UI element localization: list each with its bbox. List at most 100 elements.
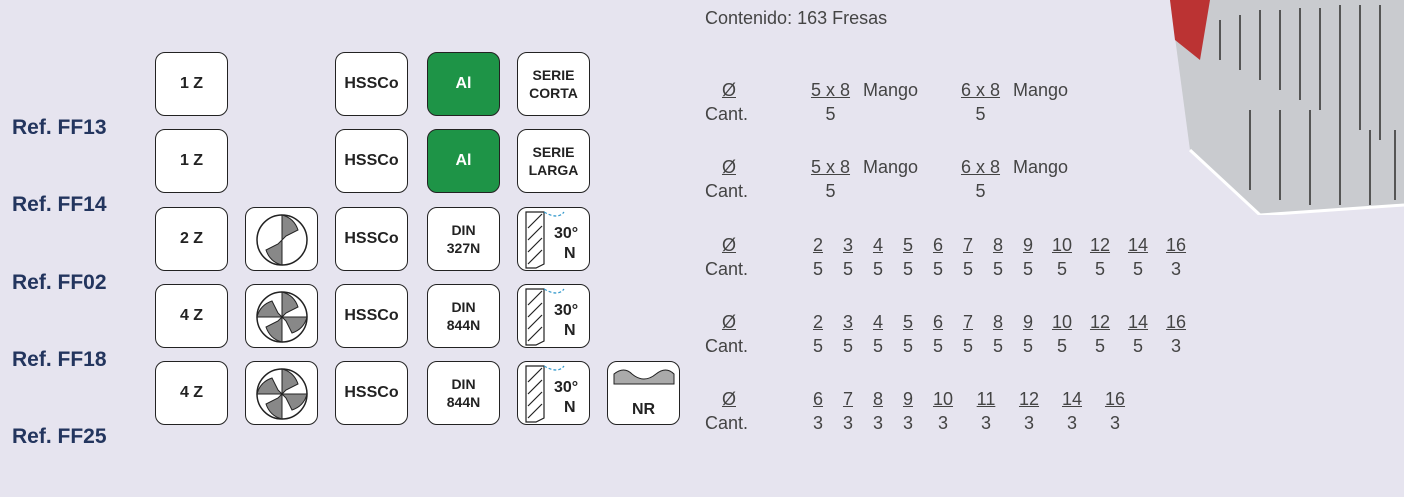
badge-text: 1 Z — [179, 152, 204, 170]
badge-line: CORTA — [529, 85, 578, 101]
quantity: 5 — [872, 335, 883, 356]
helix-badge: 30° N — [517, 206, 590, 271]
diameter-header: Ø — [721, 234, 736, 255]
badge-text: HSSCo — [344, 75, 399, 92]
helix-label: N — [564, 321, 576, 339]
ref-label: Ref. FF14 — [12, 193, 107, 217]
size: 16 — [1165, 234, 1187, 255]
size: 8 — [872, 389, 883, 410]
size: 12 — [1018, 389, 1040, 410]
helix-icon — [525, 210, 565, 269]
quantity: 5 — [1132, 335, 1143, 356]
material-badge: HSSCo — [335, 283, 408, 348]
helix-angle: 30° — [554, 224, 579, 242]
size: 2 — [812, 311, 823, 332]
size-note: Mango — [863, 80, 919, 100]
product-photo — [1170, 0, 1404, 215]
size: 14 — [1127, 311, 1149, 332]
quantity: 3 — [842, 413, 853, 434]
ref-label: Ref. FF13 — [12, 116, 107, 139]
size: 3 — [842, 311, 853, 332]
badge-line: Al — [455, 152, 472, 170]
quantity: 3 — [1109, 413, 1120, 434]
quantity: 5 — [1094, 335, 1105, 356]
norm-badge: DIN 844N — [427, 361, 500, 426]
contents: Contenido: 163 Fresas — [705, 8, 888, 28]
badge-text: HSSCo — [344, 306, 399, 324]
diameter-header: Ø — [721, 80, 736, 100]
size: 12 — [1089, 311, 1111, 332]
helix-label: N — [564, 399, 576, 417]
size-note: Mango — [863, 157, 919, 178]
series-badge: SERIE CORTA — [517, 52, 590, 116]
norm-badge: DIN 327N — [427, 206, 500, 271]
profile-icon — [613, 369, 675, 385]
size: 6 — [932, 311, 943, 332]
badge-text: NR — [631, 401, 656, 419]
cross-section-badge — [245, 206, 318, 271]
quantity: 3 — [1023, 413, 1034, 434]
helix-icon — [525, 365, 565, 423]
size: 6 — [812, 389, 823, 410]
size: 3 — [842, 234, 853, 255]
badge-line: 327N — [446, 239, 481, 256]
badge-text: HSSCo — [344, 152, 399, 170]
norm-badge: DIN 844N — [427, 283, 500, 348]
quantity: 5 — [812, 335, 823, 356]
quantity: 5 — [812, 258, 823, 279]
material-badge: HSSCo — [335, 361, 408, 426]
size: 16 — [1104, 389, 1126, 410]
flutes-badge: 2 Z — [155, 206, 228, 271]
size: 2 — [812, 234, 823, 255]
size: 14 — [1061, 389, 1083, 410]
helix-label: N — [564, 244, 576, 262]
size: 5 — [902, 234, 913, 255]
size: 6 x 8 — [960, 80, 1001, 100]
cross-section-icon — [256, 213, 308, 266]
quantity: 5 — [1056, 258, 1067, 279]
quantity: 5 — [902, 335, 913, 356]
badge-line: DIN — [451, 298, 476, 315]
size: 10 — [1051, 234, 1073, 255]
quantity: 3 — [1066, 413, 1077, 434]
quantity: 5 — [975, 181, 986, 202]
ref-label: Ref. FF25 — [12, 425, 107, 449]
quantity: 5 — [992, 258, 1003, 279]
size: 10 — [932, 389, 954, 410]
badge-line: DIN — [451, 376, 476, 393]
quantity: 5 — [962, 335, 973, 356]
size: 6 x 8 — [960, 157, 1001, 178]
badge-line: DIN — [451, 221, 476, 238]
size: 7 — [842, 389, 853, 410]
badge-line: Al — [455, 75, 472, 92]
quantity: 3 — [1170, 335, 1181, 356]
size-note: Mango — [1013, 80, 1069, 100]
quantity: 3 — [937, 413, 948, 434]
helix-angle: 30° — [554, 301, 579, 319]
ref-label: Ref. FF02 — [12, 270, 107, 294]
badge-line: SERIE — [532, 144, 575, 161]
quantity: 3 — [872, 413, 883, 434]
norm-badge: Al — [427, 52, 500, 116]
size: 5 — [902, 311, 913, 332]
quantity: 3 — [980, 413, 991, 434]
badge-line: SERIE — [532, 67, 575, 83]
size: 7 — [962, 311, 973, 332]
badge-text: 4 Z — [179, 306, 204, 324]
quantity: 5 — [1094, 258, 1105, 279]
material-badge: HSSCo — [335, 129, 408, 194]
badge-line: 844N — [446, 316, 481, 333]
quantity: 3 — [812, 413, 823, 434]
quantity-header: Cant. — [705, 181, 749, 202]
size: 16 — [1165, 311, 1187, 332]
helix-badge: 30° N — [517, 361, 590, 426]
badge-text: 1 Z — [179, 75, 204, 92]
size: 12 — [1089, 234, 1111, 255]
series-badge: SERIE LARGA — [517, 129, 590, 194]
ref-label: Ref. FF18 — [12, 347, 107, 371]
quantity: 5 — [975, 104, 986, 124]
size: 14 — [1127, 234, 1149, 255]
norm-badge: Al — [427, 129, 500, 194]
size: 8 — [992, 311, 1003, 332]
